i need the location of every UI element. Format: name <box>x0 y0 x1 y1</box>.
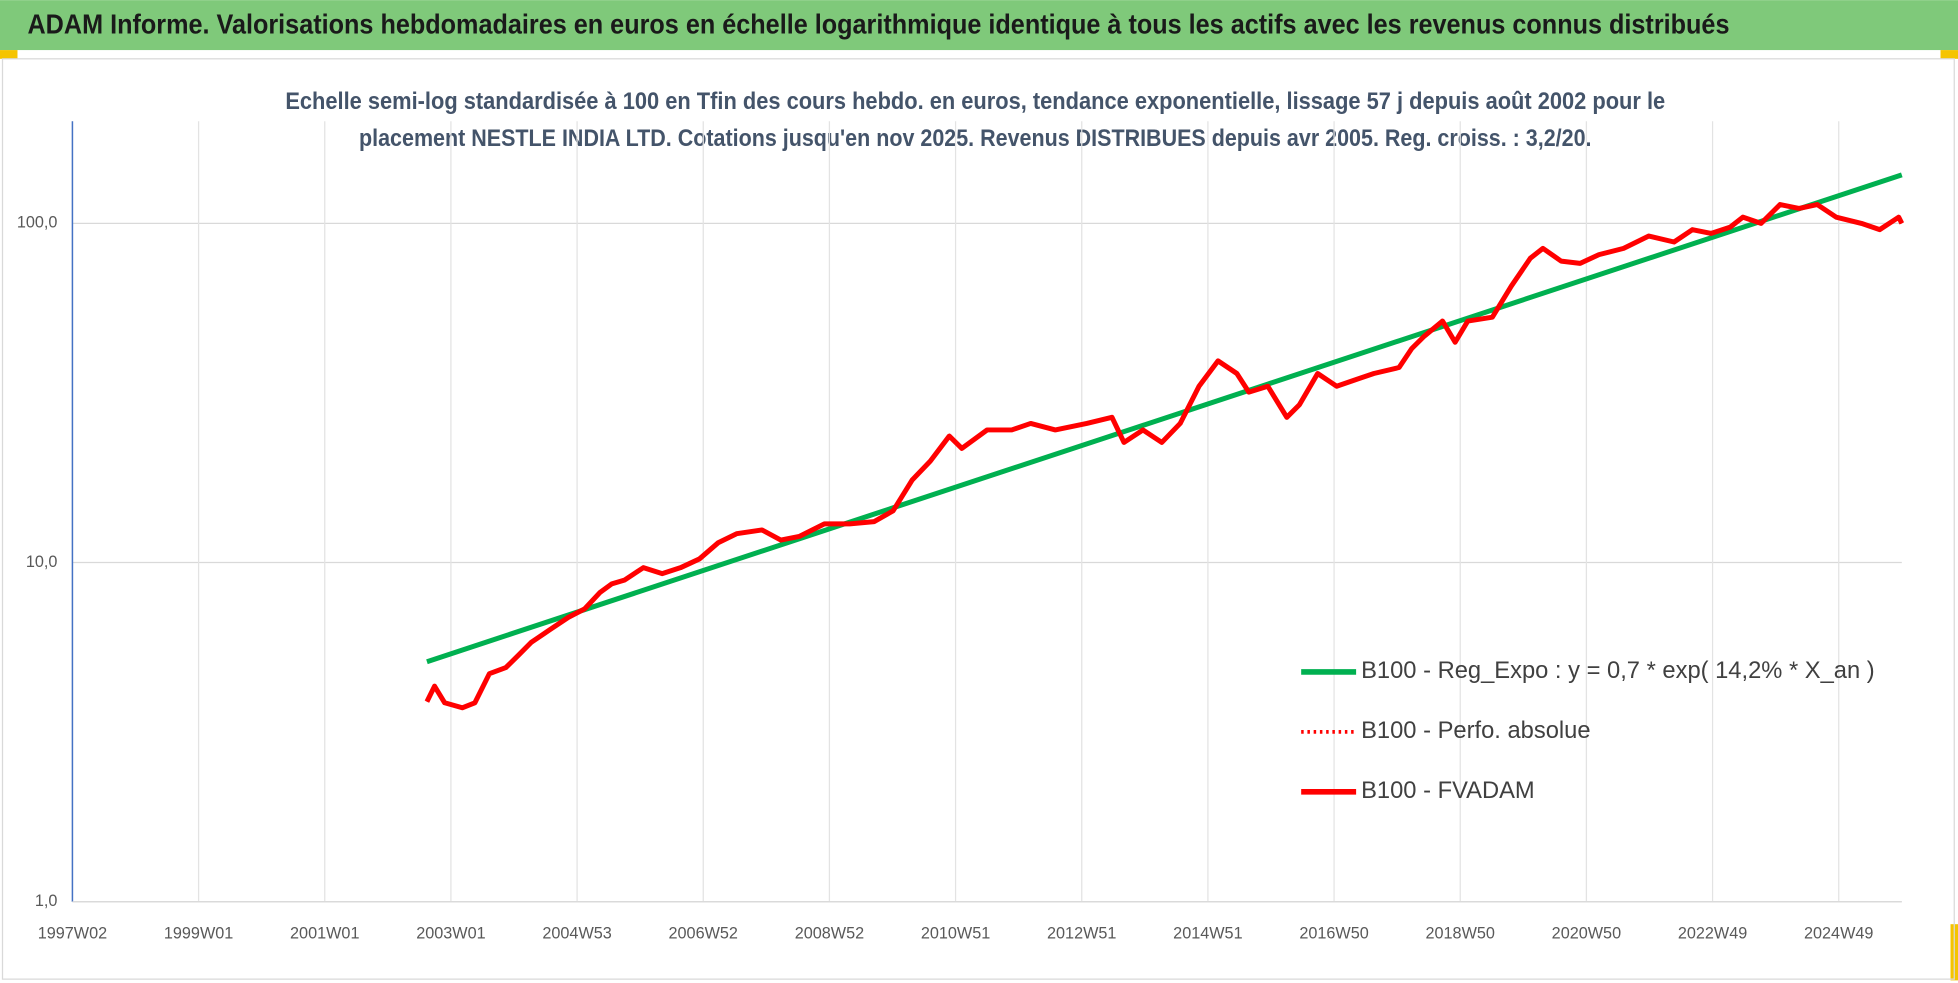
x-tick-label: 2014W51 <box>1173 924 1242 942</box>
legend-label: B100 - FVADAM <box>1361 778 1535 804</box>
x-tick-label: 2008W52 <box>795 924 864 942</box>
x-tick-label: 1999W01 <box>164 924 233 942</box>
x-tick-label: 2016W50 <box>1299 924 1368 942</box>
corner-mark <box>0 50 18 59</box>
x-tick-label: 2006W52 <box>669 924 738 942</box>
y-tick-label: 100,0 <box>17 214 58 232</box>
x-tick-label: 2018W50 <box>1426 924 1495 942</box>
chart-border <box>1 58 1955 980</box>
legend-label: B100 - Reg_Expo : y = 0,7 * exp( 14,2% *… <box>1361 658 1875 684</box>
chart-subtitle: Echelle semi-log standardisée à 100 en T… <box>285 89 1665 115</box>
legend: B100 - Reg_Expo : y = 0,7 * exp( 14,2% *… <box>1301 658 1875 804</box>
x-tick-label: 2020W50 <box>1552 924 1621 942</box>
series-line <box>426 172 1903 665</box>
x-tick-label: 2022W49 <box>1678 924 1747 942</box>
header-bar <box>0 0 1958 51</box>
x-tick-label: 2024W49 <box>1804 924 1873 942</box>
x-tick-label: 2010W51 <box>921 924 990 942</box>
chart-subtitle: placement NESTLE INDIA LTD. Cotations ju… <box>359 126 1591 152</box>
y-tick-label: 10,0 <box>26 553 58 571</box>
grid: 1,0 10,0 100,0 1997W02 1999W01 2001W01 2003W01… <box>17 121 1902 942</box>
x-tick-label: 2012W51 <box>1047 924 1116 942</box>
chart-title: ADAM Informe. Valorisations hebdomadaire… <box>27 9 1729 40</box>
x-tick-label: 2001W01 <box>290 924 359 942</box>
corner-mark <box>1940 50 1958 59</box>
y-tick-label: 1,0 <box>35 892 58 910</box>
x-tick-label: 2003W01 <box>416 924 485 942</box>
plot <box>424 172 1905 711</box>
x-tick-label: 1997W02 <box>38 924 107 942</box>
x-tick-label: 2004W53 <box>542 924 611 942</box>
legend-label: B100 - Perfo. absolue <box>1361 718 1590 744</box>
series-line <box>424 202 1905 711</box>
